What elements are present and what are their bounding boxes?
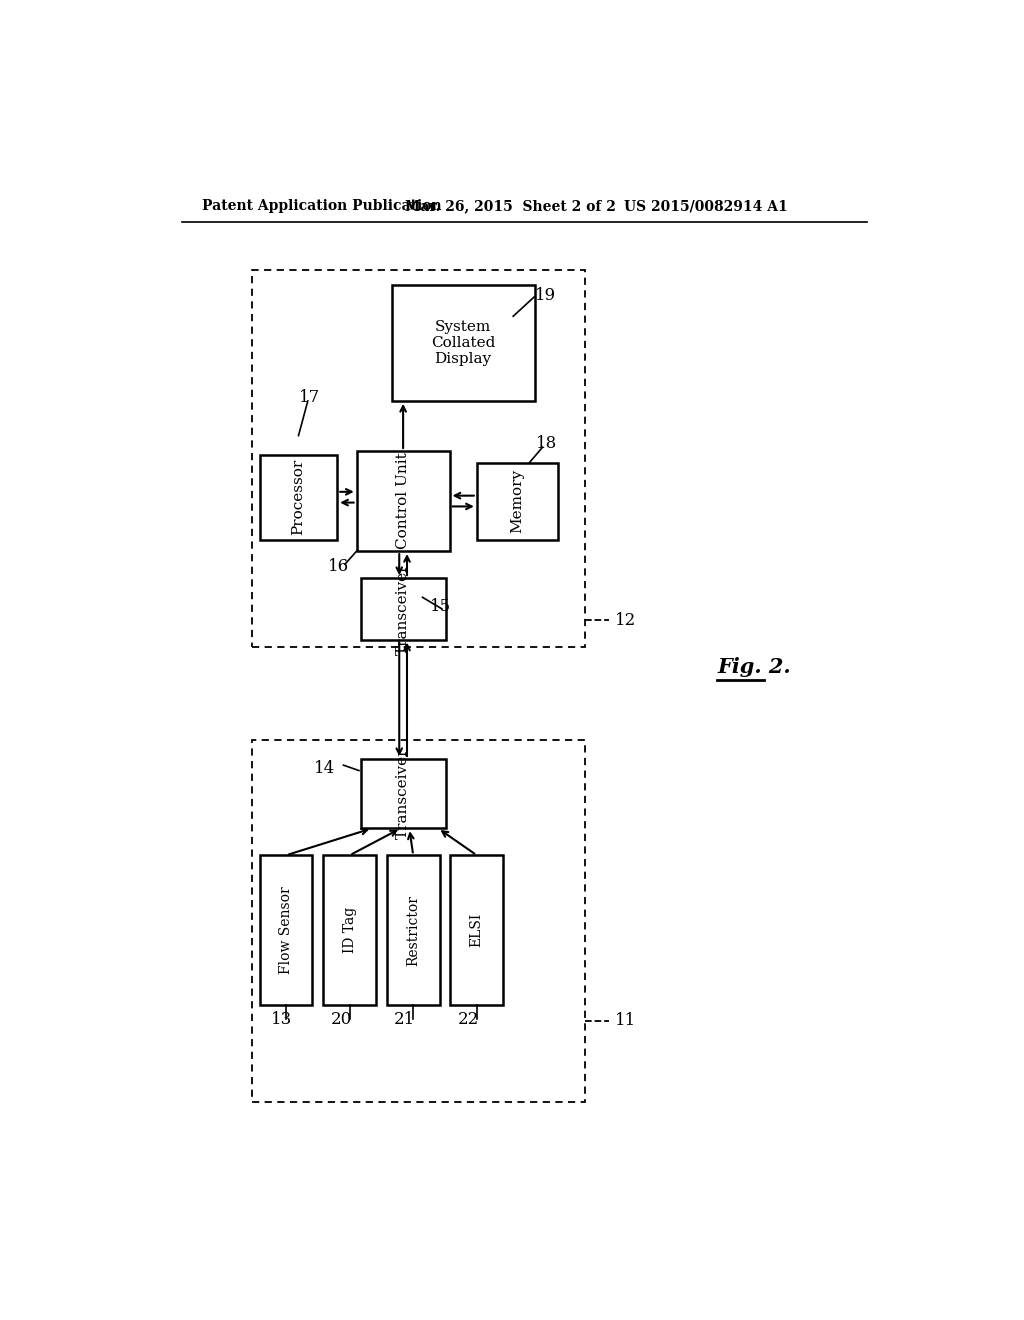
Bar (324, 855, 376, 1006)
Bar (360, 578, 445, 640)
Bar (477, 462, 558, 540)
Text: Patent Application Publication: Patent Application Publication (202, 199, 441, 213)
Text: 19: 19 (535, 286, 556, 304)
Text: 20: 20 (331, 1011, 352, 1028)
Text: Processor: Processor (292, 459, 305, 536)
Bar (387, 855, 439, 1006)
Text: ID Tag: ID Tag (343, 907, 356, 953)
Text: 21: 21 (394, 1011, 415, 1028)
Text: Transceiver: Transceiver (396, 564, 411, 655)
Text: System
Collated
Display: System Collated Display (431, 319, 496, 367)
Text: Mar. 26, 2015  Sheet 2 of 2: Mar. 26, 2015 Sheet 2 of 2 (406, 199, 616, 213)
Text: Transceiver: Transceiver (396, 748, 411, 840)
Text: 14: 14 (314, 760, 335, 776)
Text: 12: 12 (614, 612, 636, 628)
Text: 18: 18 (537, 434, 558, 451)
Text: US 2015/0082914 A1: US 2015/0082914 A1 (624, 199, 787, 213)
Text: 13: 13 (271, 1011, 293, 1028)
Bar (360, 759, 445, 829)
Bar (260, 855, 312, 1006)
Text: Flow Sensor: Flow Sensor (280, 887, 293, 974)
Bar (451, 855, 503, 1006)
Text: 17: 17 (299, 388, 319, 405)
Bar (252, 271, 586, 647)
Text: 15: 15 (430, 598, 452, 615)
Text: 11: 11 (614, 1012, 636, 1030)
Text: ELSI: ELSI (470, 913, 483, 948)
Text: Fig. 2.: Fig. 2. (717, 656, 791, 677)
Text: Memory: Memory (510, 469, 524, 533)
Text: Control Unit: Control Unit (396, 453, 411, 549)
Bar (356, 451, 450, 552)
Bar (252, 739, 586, 1102)
Text: 16: 16 (328, 558, 349, 576)
Bar (391, 285, 535, 401)
Bar (260, 455, 337, 540)
Text: 22: 22 (458, 1011, 478, 1028)
Text: Restrictor: Restrictor (407, 895, 420, 966)
